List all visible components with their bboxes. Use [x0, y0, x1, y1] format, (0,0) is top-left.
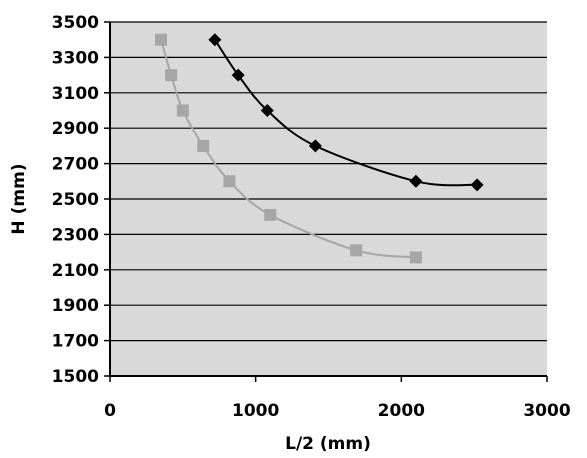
x-tick-label: 0 [104, 401, 116, 421]
y-tick-label: 1700 [52, 332, 99, 352]
y-tick-label: 2100 [52, 261, 99, 281]
data-point [260, 104, 274, 117]
data-point [223, 175, 236, 188]
x-tick-label: 2000 [378, 401, 425, 421]
y-tick-label: 3500 [52, 13, 99, 33]
series-layer [154, 33, 484, 264]
y-tick-label: 1500 [52, 367, 99, 387]
y-tick-label: 3300 [52, 48, 99, 68]
data-point [176, 104, 189, 117]
x-tick-label: 3000 [523, 401, 570, 421]
data-point [308, 139, 322, 153]
x-axis-ticks: 0 1000 2000 3000 [104, 376, 571, 421]
series-2 [154, 33, 422, 264]
data-point [208, 33, 222, 47]
data-point [154, 33, 167, 46]
y-tick-label: 1900 [52, 296, 99, 316]
y-tick-label: 2500 [52, 190, 99, 210]
y-tick-label: 2300 [52, 225, 99, 245]
data-point [165, 69, 178, 82]
gridlines [110, 21, 547, 342]
x-axis-title: L/2 (mm) [285, 434, 371, 454]
y-tick-label: 3100 [52, 84, 99, 104]
data-point [409, 174, 423, 188]
y-tick-label: 2700 [52, 155, 99, 175]
data-point [264, 208, 277, 221]
x-tick-label: 1000 [232, 401, 279, 421]
data-point [197, 139, 210, 152]
data-point [231, 68, 245, 82]
y-tick-label: 2900 [52, 119, 99, 139]
series-1 [208, 33, 484, 192]
data-point [350, 244, 363, 257]
y-axis-ticks: 1500 1700 1900 2100 2300 2500 2700 2900 3100 3300… [52, 13, 110, 387]
y-axis-title: H (mm) [9, 163, 29, 234]
data-point [409, 251, 422, 264]
data-point [470, 178, 484, 192]
